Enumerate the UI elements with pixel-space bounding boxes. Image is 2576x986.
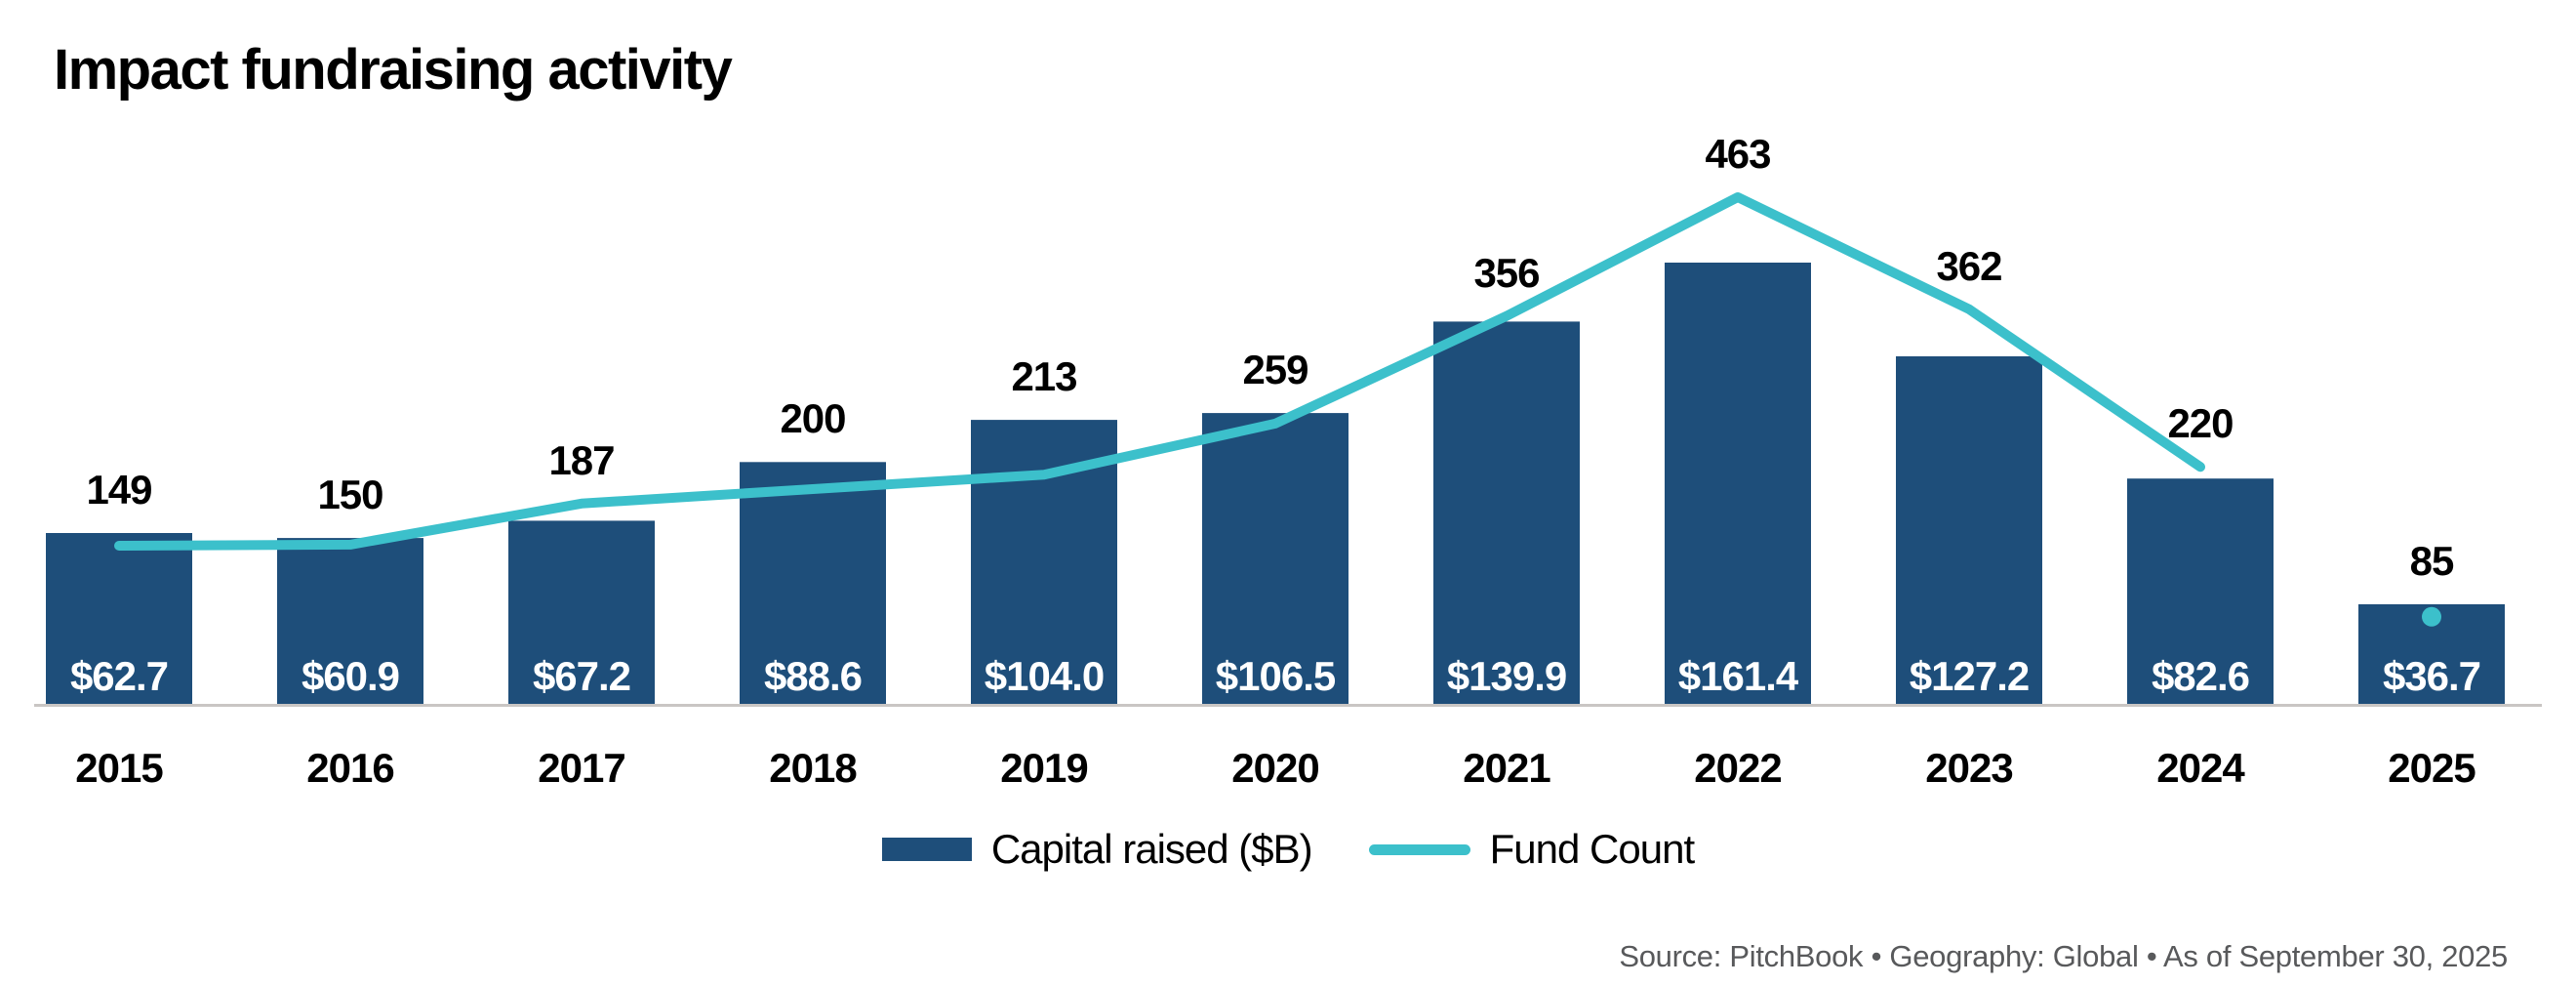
line-swatch-icon <box>1368 843 1470 855</box>
x-axis-label-2019: 2019 <box>1000 745 1087 791</box>
fund-count-label-2024: 220 <box>2167 400 2233 446</box>
bar-value-label-2016: $60.9 <box>302 653 399 699</box>
bar-2021 <box>1433 321 1580 705</box>
fund-count-dot-2025 <box>2422 606 2441 627</box>
bar-2016 <box>277 538 423 705</box>
fund-count-label-2021: 356 <box>1473 250 1539 296</box>
fund-count-label-2018: 200 <box>780 395 845 441</box>
bar-value-label-2023: $127.2 <box>1910 653 2029 699</box>
chart-title: Impact fundraising activity <box>54 38 733 102</box>
x-axis-label-2020: 2020 <box>1231 745 1318 791</box>
bar-value-label-2024: $82.6 <box>2152 653 2249 699</box>
legend-item-capital-raised: Capital raised ($B) <box>881 826 1313 873</box>
bar-2018 <box>740 462 886 705</box>
legend-label-capital-raised: Capital raised ($B) <box>990 826 1313 872</box>
bar-value-label-2018: $88.6 <box>764 653 862 699</box>
x-axis-label-2024: 2024 <box>2156 745 2245 791</box>
legend-label-fund-count: Fund Count <box>1489 826 1695 872</box>
x-axis-label-2021: 2021 <box>1463 745 1550 791</box>
x-axis-label-2016: 2016 <box>306 745 393 791</box>
bar-value-label-2019: $104.0 <box>985 653 1104 699</box>
fund-count-label-2015: 149 <box>86 467 151 513</box>
fund-count-label-2022: 463 <box>1705 131 1770 177</box>
x-axis-label-2023: 2023 <box>1925 745 2012 791</box>
x-axis-label-2022: 2022 <box>1694 745 1781 791</box>
source-attribution: Source: PitchBook • Geography: Global • … <box>1619 939 2508 973</box>
fund-count-label-2017: 187 <box>548 437 614 483</box>
fund-count-label-2023: 362 <box>1936 243 2001 289</box>
x-axis-line <box>34 704 2542 707</box>
bar-value-label-2017: $67.2 <box>533 653 630 699</box>
fund-count-label-2020: 259 <box>1242 347 1308 392</box>
bar-2015 <box>46 533 192 705</box>
x-axis-label-2015: 2015 <box>75 745 163 791</box>
chart-legend: Capital raised ($B) Fund Count <box>0 826 2576 873</box>
bar-2022 <box>1665 263 1811 705</box>
bar-2020 <box>1202 413 1348 705</box>
legend-item-fund-count: Fund Count <box>1368 826 1695 873</box>
fund-count-line <box>114 192 2205 551</box>
fund-count-label-2019: 213 <box>1011 353 1076 399</box>
bar-value-label-2020: $106.5 <box>1216 653 1336 699</box>
fund-count-label-2016: 150 <box>317 472 382 517</box>
x-axis-label-2018: 2018 <box>769 745 857 791</box>
bar-value-label-2021: $139.9 <box>1447 653 1566 699</box>
bar-value-label-2022: $161.4 <box>1678 653 1799 699</box>
x-axis-label-2017: 2017 <box>538 745 624 791</box>
bar-value-label-2025: $36.7 <box>2383 653 2480 699</box>
bar-value-label-2015: $62.7 <box>70 653 168 699</box>
bar-2024 <box>2127 478 2274 705</box>
bar-2023 <box>1896 356 2042 705</box>
fund-count-label-2025: 85 <box>2410 538 2454 584</box>
bar-2017 <box>508 520 655 705</box>
bar-swatch-icon <box>881 838 972 861</box>
x-axis-label-2025: 2025 <box>2388 745 2475 791</box>
